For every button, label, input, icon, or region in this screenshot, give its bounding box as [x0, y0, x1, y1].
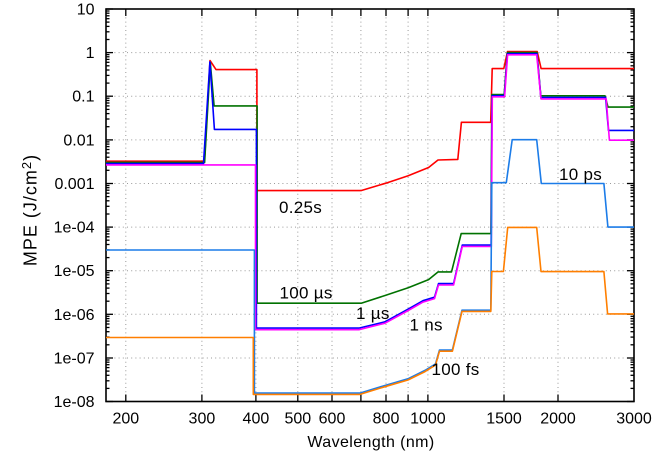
svg-text:1e-05: 1e-05 — [54, 263, 95, 280]
svg-text:1e-04: 1e-04 — [54, 220, 95, 237]
svg-text:1e-06: 1e-06 — [54, 307, 95, 324]
svg-text:1e-08: 1e-08 — [54, 394, 95, 411]
svg-text:10 ps: 10 ps — [559, 165, 602, 184]
svg-text:300: 300 — [189, 411, 216, 428]
svg-text:1000: 1000 — [410, 411, 446, 428]
svg-text:0.001: 0.001 — [54, 176, 94, 193]
svg-text:0.1: 0.1 — [72, 89, 94, 106]
svg-text:500: 500 — [284, 411, 311, 428]
svg-text:10: 10 — [77, 2, 95, 19]
svg-text:1 ns: 1 ns — [410, 316, 443, 335]
svg-text:100 fs: 100 fs — [432, 360, 480, 379]
svg-text:1: 1 — [86, 45, 95, 62]
svg-text:1e-07: 1e-07 — [54, 351, 95, 368]
svg-text:1 µs: 1 µs — [356, 304, 390, 323]
svg-text:3000: 3000 — [616, 411, 652, 428]
svg-text:MPE (J/cm2): MPE (J/cm2) — [19, 154, 41, 266]
svg-text:800: 800 — [373, 411, 400, 428]
svg-text:400: 400 — [243, 411, 270, 428]
svg-text:600: 600 — [319, 411, 346, 428]
svg-text:2000: 2000 — [540, 411, 576, 428]
svg-text:100 µs: 100 µs — [280, 284, 333, 303]
svg-text:0.01: 0.01 — [63, 132, 94, 149]
svg-text:1500: 1500 — [486, 411, 522, 428]
svg-text:Wavelength (nm): Wavelength (nm) — [307, 434, 434, 451]
svg-text:200: 200 — [112, 411, 139, 428]
svg-text:0.25s: 0.25s — [279, 198, 322, 217]
